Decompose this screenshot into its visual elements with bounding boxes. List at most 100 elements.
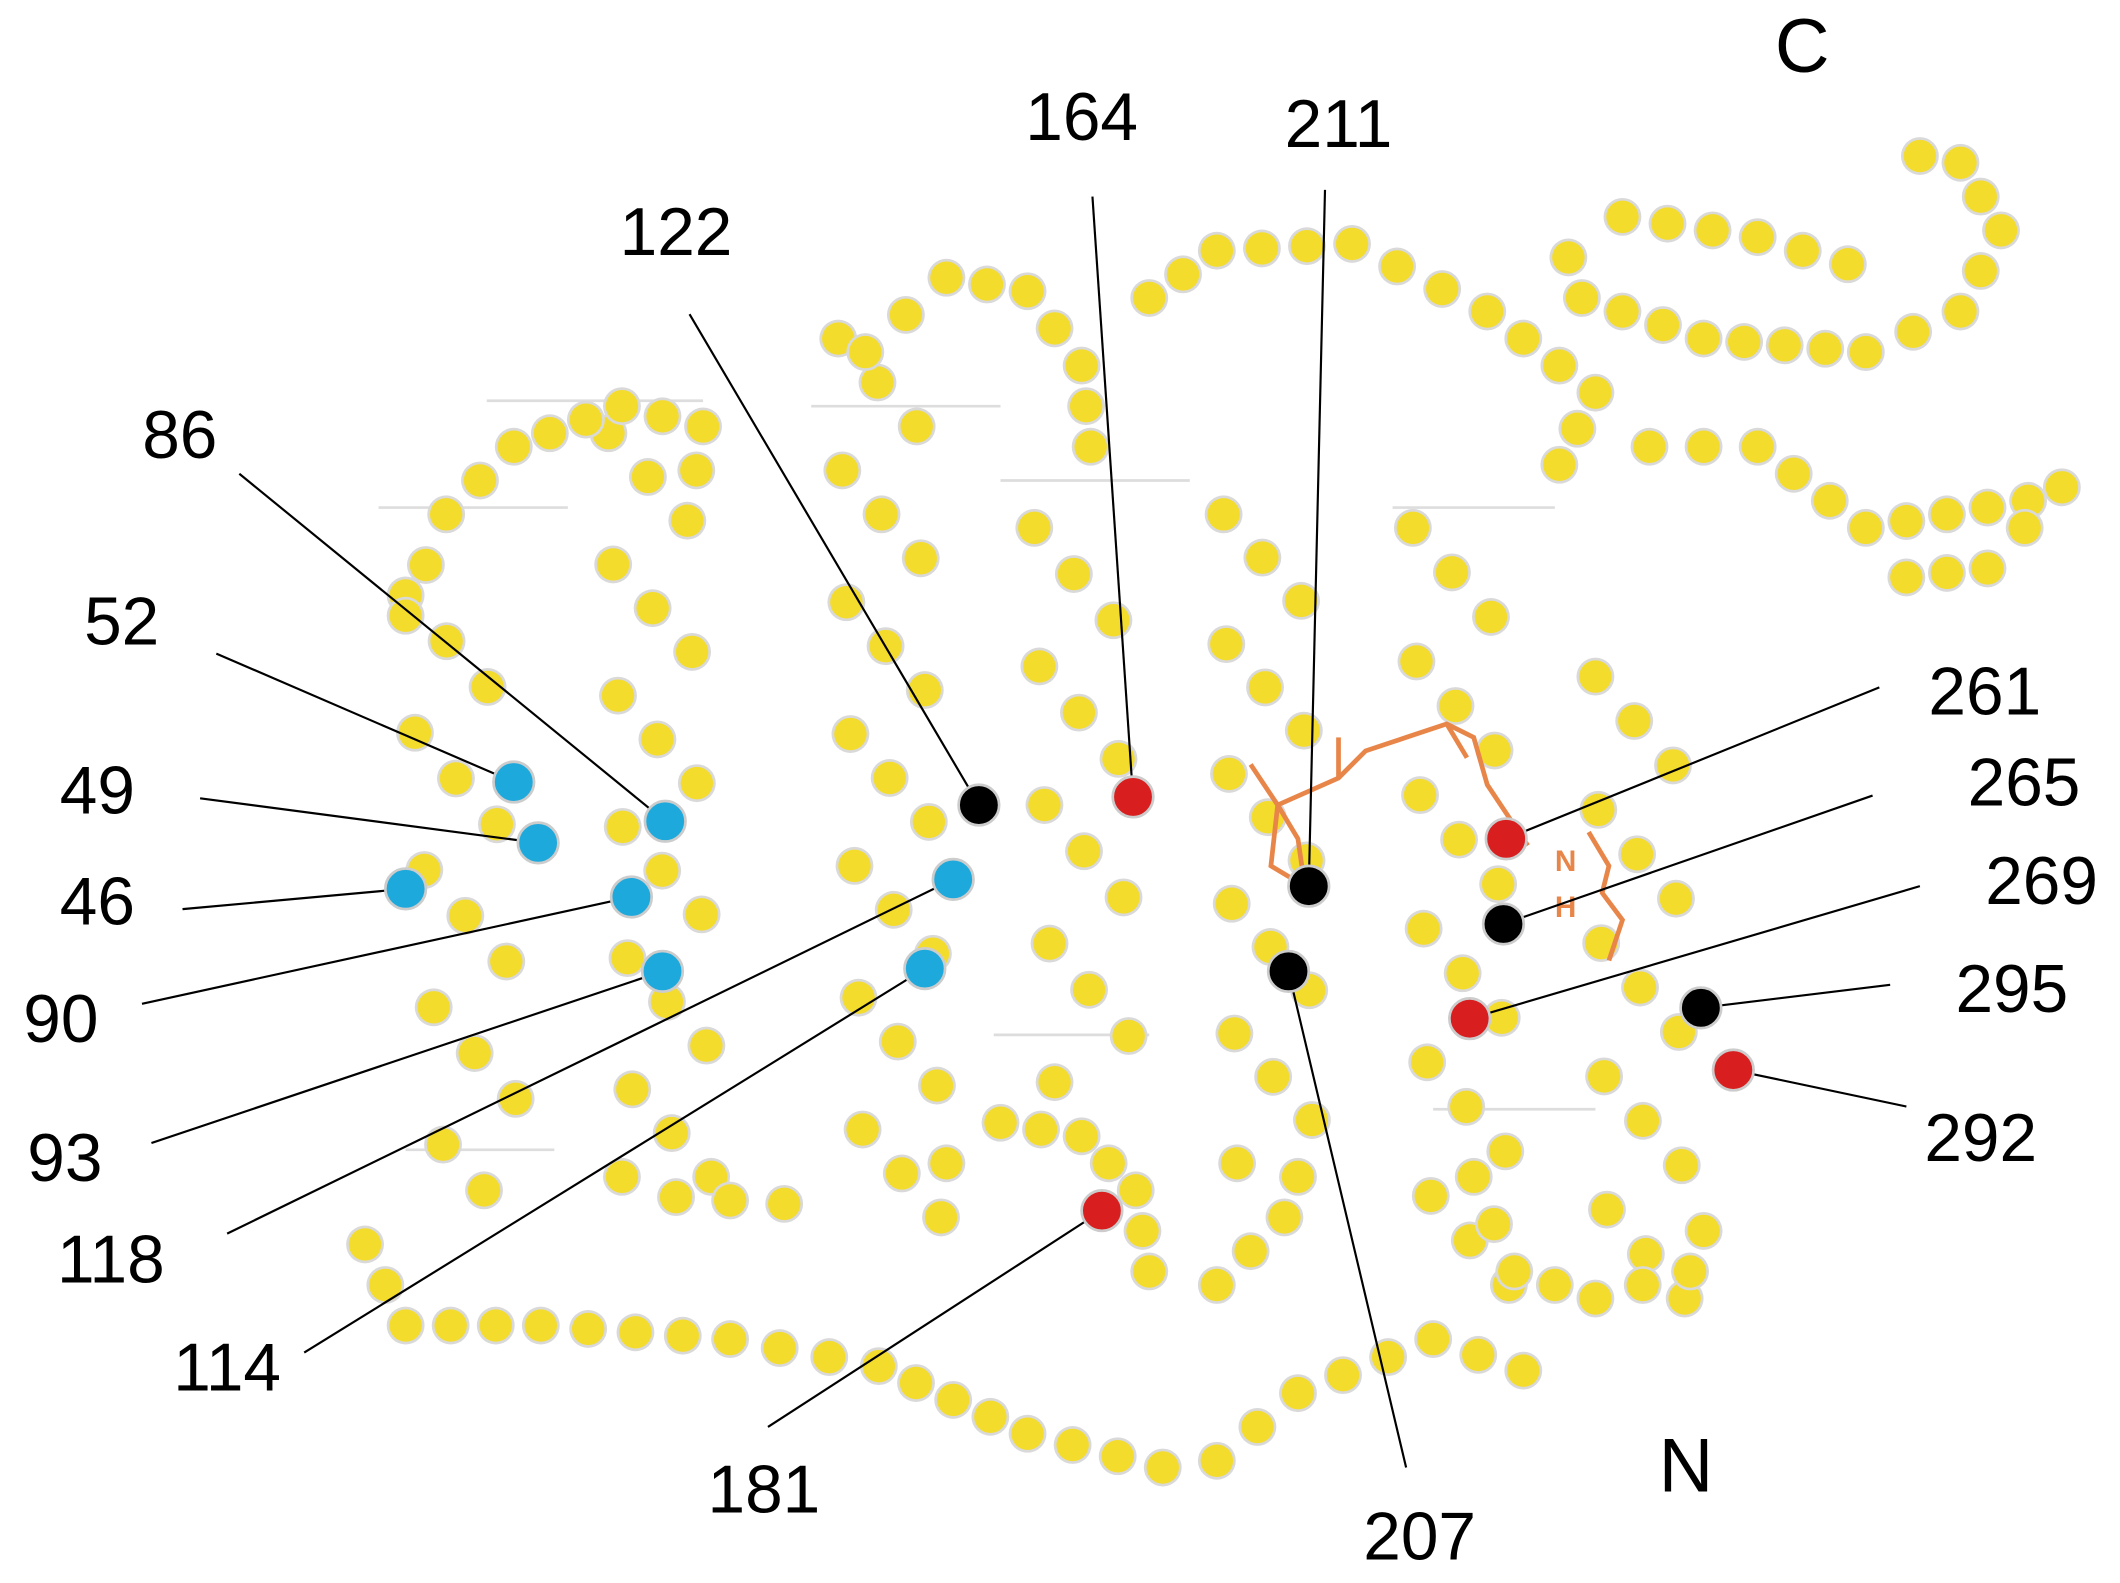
- residue-label: 292: [1924, 1101, 2037, 1176]
- chromophore-bond: [1248, 763, 1308, 891]
- residue-dot: [1442, 823, 1476, 856]
- residue-dot: [1011, 275, 1044, 308]
- residue-label: 269: [1985, 844, 2098, 919]
- residue-dot: [1126, 1214, 1159, 1248]
- residue-dot: [1326, 1358, 1360, 1392]
- residue-dot: [1133, 281, 1166, 315]
- residue-dot: [1290, 229, 1324, 263]
- residue-dot: [1984, 214, 2018, 247]
- residue-dot: [1507, 1354, 1540, 1387]
- residue-dot: [1809, 332, 1842, 365]
- leader-line: [226, 878, 954, 1235]
- residue-dot: [1964, 180, 1997, 213]
- chromophore-atom: H: [1555, 891, 1576, 924]
- residue-dot: [1439, 689, 1472, 723]
- residue-dot: [1552, 241, 1585, 274]
- residue-dot: [1579, 376, 1612, 409]
- residue-dot: [1102, 742, 1135, 776]
- residue-dot: [601, 679, 635, 712]
- residue-dot: [685, 898, 718, 931]
- residue-dot: [1626, 1268, 1659, 1302]
- residue-dot: [826, 454, 859, 487]
- residue-dot: [1462, 1338, 1495, 1372]
- residue-dot: [1065, 1120, 1098, 1153]
- residue-dot: [409, 548, 443, 582]
- residue-dot: [1587, 1060, 1621, 1093]
- residue-dot: [646, 400, 679, 433]
- residue-dot: [1335, 227, 1369, 261]
- residue-dot: [1777, 457, 1810, 490]
- residue-dot: [1813, 484, 1846, 518]
- residue-dot: [1896, 315, 1930, 349]
- n-terminus-label: N: [1659, 1424, 1714, 1509]
- retinal-chromophore: NH: [1248, 721, 1626, 962]
- leader-line: [767, 1209, 1103, 1428]
- residue-dot: [1890, 504, 1923, 538]
- residue-dot: [1281, 1160, 1315, 1194]
- residue-marker: [609, 875, 654, 919]
- residue-dot: [1018, 511, 1051, 545]
- residue-dot: [645, 854, 679, 887]
- residue-label: 52: [84, 584, 159, 659]
- residue-dot: [838, 849, 871, 883]
- residue-dot: [930, 261, 963, 294]
- residue-label: 164: [1025, 80, 1138, 155]
- c-terminus-label: C: [1775, 4, 1830, 89]
- residue-dot: [497, 430, 530, 463]
- residue-dot: [631, 460, 665, 494]
- residue-dot: [713, 1322, 747, 1356]
- residue-label: 46: [60, 864, 135, 939]
- residue-dot: [490, 945, 523, 978]
- protein-chain: [346, 137, 2081, 1487]
- residue-dot: [1606, 200, 1639, 234]
- residue-dot: [434, 1309, 467, 1342]
- residue-dot: [1215, 887, 1248, 920]
- leader-line: [1091, 196, 1135, 797]
- residue-dot: [1786, 234, 1819, 267]
- residue-marker: [931, 857, 975, 902]
- residue-dot: [1241, 1410, 1274, 1444]
- residue-dot: [889, 298, 923, 332]
- residue-dot: [1741, 220, 1774, 254]
- residue-label: 90: [23, 982, 98, 1057]
- residue-dot: [1673, 1255, 1707, 1288]
- residue-label: 265: [1968, 745, 2081, 820]
- residue-dot: [865, 498, 898, 531]
- residue-dot: [1212, 757, 1246, 791]
- residue-dot: [1410, 1046, 1444, 1079]
- residue-label: 181: [708, 1452, 821, 1527]
- residue-dot: [694, 1160, 728, 1194]
- residue-dot: [1256, 1060, 1290, 1094]
- residue-dot: [1930, 498, 1964, 531]
- leader-line: [238, 472, 666, 823]
- residue-dot: [1944, 146, 1977, 180]
- residue-dot: [1119, 1174, 1152, 1207]
- leader-line: [215, 652, 515, 784]
- residue-dot: [1220, 1147, 1254, 1180]
- residue-dot: [1623, 971, 1657, 1004]
- residue-dot: [1606, 295, 1639, 328]
- residue-dot: [1633, 430, 1666, 463]
- residue-dot: [1964, 254, 1997, 288]
- residue-dot: [429, 498, 463, 531]
- residue-dot: [1065, 349, 1098, 382]
- residue-dot: [1245, 232, 1279, 265]
- residue-dot: [1210, 627, 1243, 661]
- residue-label: 49: [60, 753, 135, 828]
- residue-dot: [1425, 272, 1459, 306]
- residue-dot: [1435, 556, 1469, 589]
- residue-dot: [1246, 541, 1279, 574]
- residue-dot: [1696, 214, 1729, 247]
- residue-dot: [616, 1073, 649, 1106]
- residue-dot: [861, 366, 894, 399]
- residue-dot: [822, 322, 855, 355]
- residue-dot: [1538, 1268, 1572, 1302]
- residue-dot: [1446, 957, 1479, 990]
- residue-marker: [1481, 902, 1526, 946]
- residue-dot: [439, 762, 473, 795]
- residue-dot: [398, 716, 432, 749]
- residue-dot: [1831, 247, 1865, 281]
- residue-dot: [1477, 1207, 1511, 1241]
- leader-line: [1469, 885, 1921, 1020]
- residue-dot: [1074, 430, 1107, 463]
